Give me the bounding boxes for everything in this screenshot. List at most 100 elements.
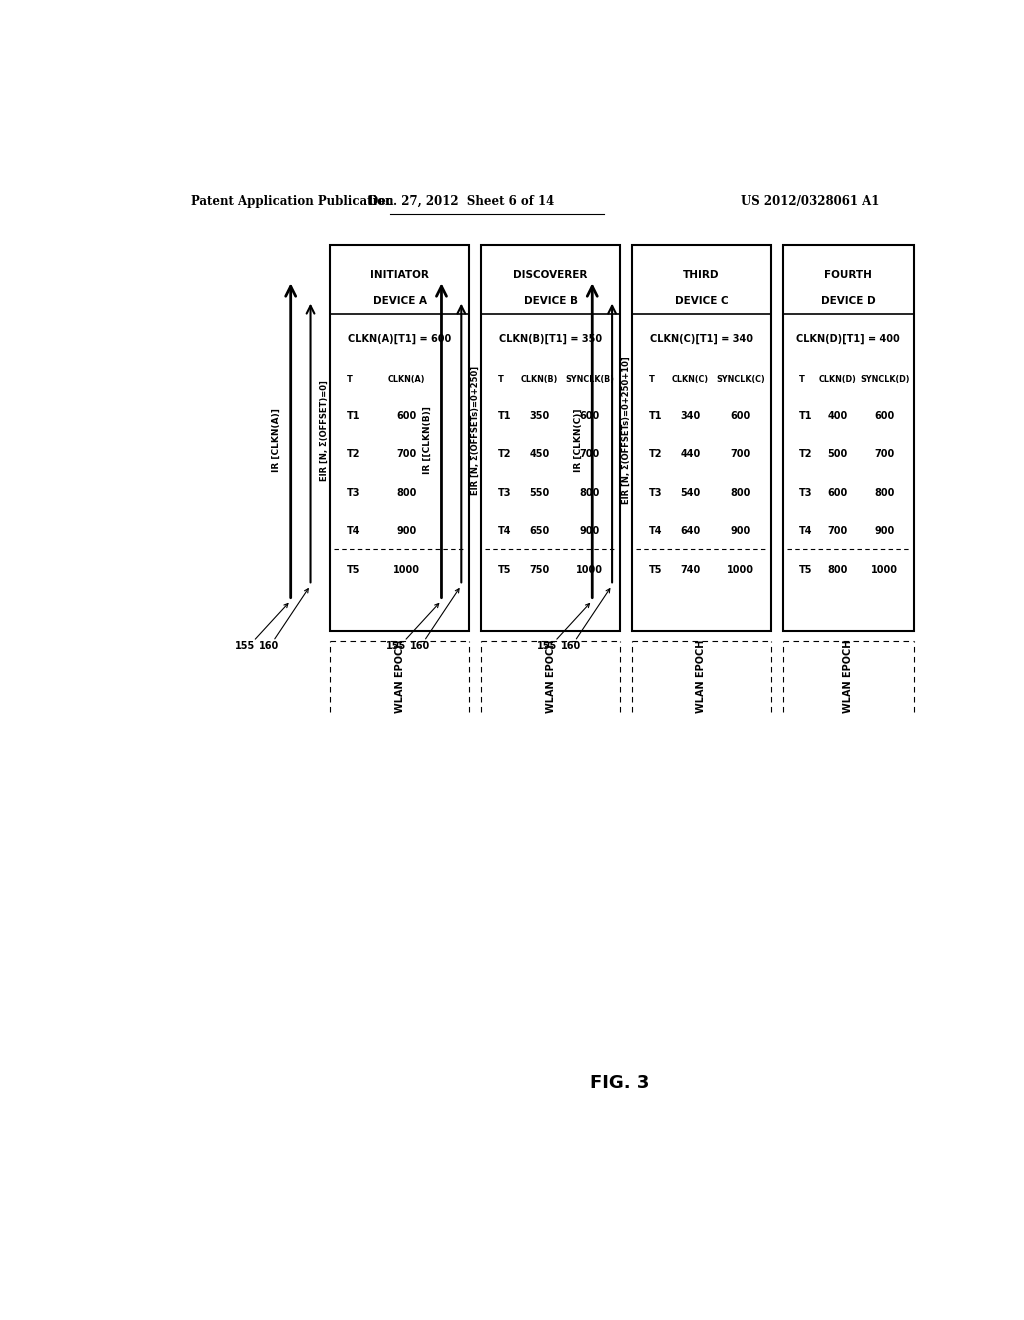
Text: T5: T5: [347, 565, 360, 576]
Text: 700: 700: [730, 449, 751, 459]
Text: DEVICE D: DEVICE D: [821, 296, 876, 306]
Text: 800: 800: [396, 488, 417, 498]
Text: DEVICE C: DEVICE C: [675, 296, 728, 306]
Text: T: T: [498, 375, 504, 384]
Text: T2: T2: [498, 449, 511, 459]
Text: 600: 600: [874, 411, 895, 421]
Text: Dec. 27, 2012  Sheet 6 of 14: Dec. 27, 2012 Sheet 6 of 14: [369, 194, 554, 207]
Text: 800: 800: [580, 488, 600, 498]
Text: SYNCLK(B): SYNCLK(B): [565, 375, 614, 384]
Text: 700: 700: [396, 449, 417, 459]
Text: US 2012/0328061 A1: US 2012/0328061 A1: [741, 194, 880, 207]
Text: 600: 600: [827, 488, 848, 498]
Text: 650: 650: [529, 527, 550, 536]
Text: 500: 500: [827, 449, 848, 459]
Text: CLKN(D): CLKN(D): [819, 375, 857, 384]
Text: 160: 160: [410, 642, 430, 651]
Text: T1: T1: [498, 411, 511, 421]
Bar: [481, 244, 621, 631]
Text: T: T: [799, 375, 804, 384]
Text: 700: 700: [580, 449, 600, 459]
Text: 400: 400: [827, 411, 848, 421]
Text: Patent Application Publication: Patent Application Publication: [191, 194, 394, 207]
Text: IR [[CLKN(B)]: IR [[CLKN(B)]: [423, 407, 432, 474]
Text: T3: T3: [498, 488, 511, 498]
Text: T5: T5: [648, 565, 663, 576]
Bar: [782, 244, 913, 631]
Text: 600: 600: [730, 411, 751, 421]
Text: T: T: [648, 375, 654, 384]
Text: 450: 450: [529, 449, 550, 459]
Text: T2: T2: [799, 449, 812, 459]
Text: EIR [N, Σ(OFFSET)=0]: EIR [N, Σ(OFFSET)=0]: [321, 380, 330, 480]
Text: 600: 600: [580, 411, 600, 421]
Text: 155: 155: [386, 642, 407, 651]
Text: 350: 350: [529, 411, 550, 421]
Text: 740: 740: [680, 565, 700, 576]
Text: 1000: 1000: [727, 565, 754, 576]
Text: 160: 160: [561, 642, 581, 651]
Text: 550: 550: [529, 488, 550, 498]
Text: 1000: 1000: [871, 565, 898, 576]
Text: WLAN EPOCH: WLAN EPOCH: [546, 640, 556, 713]
Text: DEVICE A: DEVICE A: [373, 296, 427, 306]
Text: T2: T2: [347, 449, 360, 459]
Text: 700: 700: [874, 449, 895, 459]
Text: T2: T2: [648, 449, 663, 459]
Text: T1: T1: [648, 411, 663, 421]
Text: EIR [N, Σ(OFFSETs)=0+250]: EIR [N, Σ(OFFSETs)=0+250]: [471, 366, 480, 495]
Text: 340: 340: [680, 411, 700, 421]
Text: CLKN(A): CLKN(A): [388, 375, 426, 384]
Text: T4: T4: [347, 527, 360, 536]
Text: 440: 440: [680, 449, 700, 459]
Text: 540: 540: [680, 488, 700, 498]
Text: 640: 640: [680, 527, 700, 536]
Text: CLKN(C)[T1] = 340: CLKN(C)[T1] = 340: [650, 334, 753, 345]
Text: 600: 600: [396, 411, 417, 421]
Text: SYNCLK(D): SYNCLK(D): [860, 375, 909, 384]
Text: SYNCLK(C): SYNCLK(C): [716, 375, 765, 384]
Text: 900: 900: [396, 527, 417, 536]
Text: 1000: 1000: [393, 565, 420, 576]
Text: 800: 800: [874, 488, 895, 498]
Text: DEVICE B: DEVICE B: [523, 296, 578, 306]
Text: T4: T4: [799, 527, 812, 536]
Text: CLKN(C): CLKN(C): [672, 375, 709, 384]
Text: CLKN(D)[T1] = 400: CLKN(D)[T1] = 400: [797, 334, 900, 345]
Text: FIG. 3: FIG. 3: [591, 1074, 649, 1093]
Text: WLAN EPOCH: WLAN EPOCH: [395, 640, 404, 713]
Text: EIR [N, Σ(OFFSETs)=0+250+10]: EIR [N, Σ(OFFSETs)=0+250+10]: [622, 356, 631, 504]
Text: T1: T1: [347, 411, 360, 421]
Text: 900: 900: [580, 527, 600, 536]
Bar: [632, 244, 771, 631]
Text: CLKN(A)[T1] = 600: CLKN(A)[T1] = 600: [348, 334, 452, 345]
Text: 1000: 1000: [575, 565, 603, 576]
Text: T4: T4: [498, 527, 511, 536]
Text: T1: T1: [799, 411, 812, 421]
Text: T3: T3: [799, 488, 812, 498]
Text: CLKN(B)[T1] = 350: CLKN(B)[T1] = 350: [499, 334, 602, 345]
Text: 800: 800: [827, 565, 848, 576]
Text: WLAN EPOCH: WLAN EPOCH: [696, 640, 707, 713]
Text: 700: 700: [827, 527, 848, 536]
Text: INITIATOR: INITIATOR: [371, 271, 429, 280]
Text: T5: T5: [498, 565, 511, 576]
Text: 900: 900: [730, 527, 751, 536]
Text: WLAN EPOCH: WLAN EPOCH: [843, 640, 853, 713]
Text: THIRD: THIRD: [683, 271, 720, 280]
Text: 800: 800: [730, 488, 751, 498]
Text: 155: 155: [236, 642, 256, 651]
Text: T5: T5: [799, 565, 812, 576]
Text: T: T: [347, 375, 353, 384]
Text: 900: 900: [874, 527, 895, 536]
Text: T3: T3: [347, 488, 360, 498]
Text: IR [CLKN(A)]: IR [CLKN(A)]: [272, 408, 281, 473]
Text: 750: 750: [529, 565, 550, 576]
Text: IR [CLKN(C)]: IR [CLKN(C)]: [573, 409, 583, 473]
Text: CLKN(B): CLKN(B): [521, 375, 558, 384]
Text: T3: T3: [648, 488, 663, 498]
Text: T4: T4: [648, 527, 663, 536]
Text: DISCOVERER: DISCOVERER: [513, 271, 588, 280]
Text: FOURTH: FOURTH: [824, 271, 872, 280]
Text: 160: 160: [259, 642, 280, 651]
